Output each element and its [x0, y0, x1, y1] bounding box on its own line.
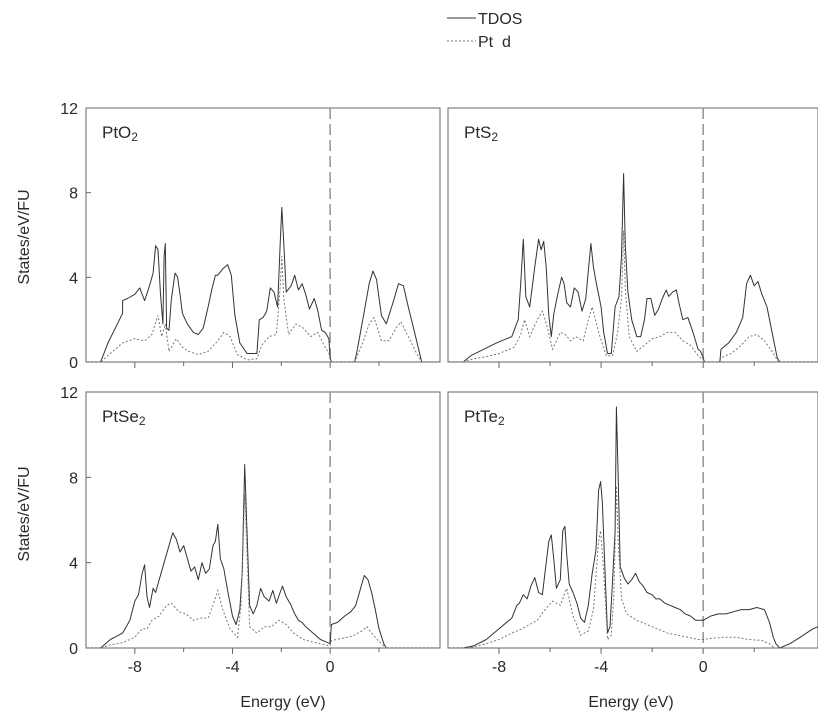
y-axis-title-bottom: States/eV/FU: [16, 466, 33, 561]
plot-frame-ptte2: [447, 391, 818, 649]
series-pt-d-pto2: [86, 256, 440, 362]
plot-frame-ptse2: [85, 391, 441, 649]
panel-pts2: PtS2: [447, 107, 818, 368]
panel-label-pts2: PtS2: [464, 123, 498, 144]
panel-ptte2: -8 -4 0 PtTe2: [447, 391, 818, 676]
x-tick-label: -4: [225, 659, 239, 676]
legend-tdos-label: TDOS: [478, 11, 522, 28]
y-tick-label: 8: [69, 470, 78, 487]
series-tdos-ptte2: [448, 406, 818, 648]
x-tick-label: -8: [128, 659, 142, 676]
panel-ptse2: -8 -4 0 0 4 8 12 PtSe2: [60, 385, 441, 676]
series-tdos-pto2: [86, 207, 440, 362]
y-tick-label: 12: [60, 385, 78, 402]
x-axis-title-left: Energy (eV): [240, 694, 325, 711]
panel-label-ptte2: PtTe2: [464, 407, 505, 428]
y-tick-label: 4: [69, 556, 78, 573]
x-tick-label: 0: [326, 659, 335, 676]
series-tdos-ptse2: [86, 464, 440, 648]
panel-label-ptse2: PtSe2: [102, 407, 146, 428]
panel-pto2: 0 4 8 12 PtO2: [60, 101, 441, 372]
y-tick-label: 12: [60, 101, 78, 118]
plot-frame-pto2: [85, 107, 441, 363]
panel-label-pto2: PtO2: [102, 123, 138, 144]
y-tick-label: 0: [69, 355, 78, 372]
legend-ptd-label: Pt d: [478, 34, 511, 51]
y-axis-title-top: States/eV/FU: [16, 189, 33, 284]
legend: TDOS Pt d: [447, 11, 522, 51]
x-tick-label: 0: [699, 659, 708, 676]
x-tick-label: -8: [492, 659, 506, 676]
series-tdos-pts2: [448, 173, 818, 362]
y-tick-label: 8: [69, 186, 78, 203]
series-pt-d-ptse2: [86, 494, 440, 648]
plot-frame-pts2: [447, 107, 818, 363]
y-tick-label: 0: [69, 641, 78, 658]
y-tick-label: 4: [69, 270, 78, 287]
x-axis-title-right: Energy (eV): [588, 694, 673, 711]
x-tick-label: -4: [594, 659, 608, 676]
series-pt-d-ptte2: [448, 485, 818, 648]
